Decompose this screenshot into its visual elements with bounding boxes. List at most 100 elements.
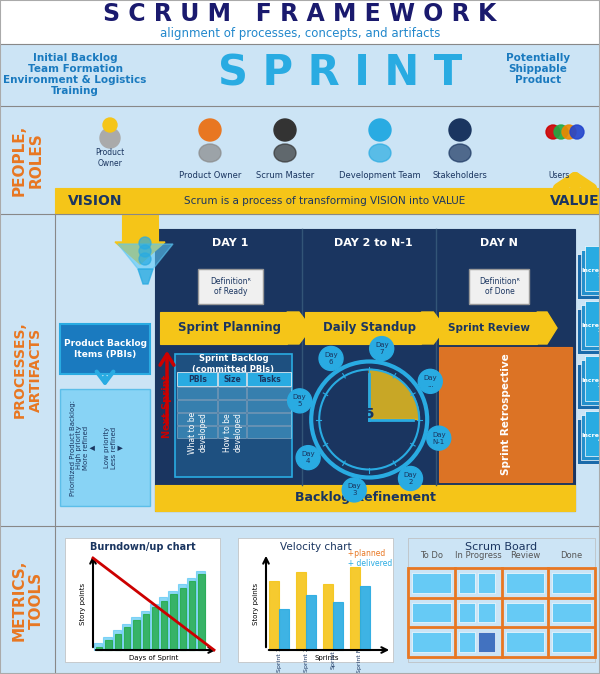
Text: Day
5: Day 5 (293, 394, 307, 407)
Text: PEOPLE,
ROLES: PEOPLE, ROLES (11, 125, 44, 195)
Bar (131, 617, 140, 650)
Bar (160, 312, 287, 344)
Bar (218, 387, 246, 399)
Text: Sprint: Sprint (331, 650, 335, 669)
Bar (218, 372, 246, 386)
Circle shape (398, 466, 422, 491)
Bar (247, 387, 290, 399)
Text: Sprint N: Sprint N (358, 647, 362, 673)
Text: Stakeholders: Stakeholders (433, 171, 487, 179)
Bar (469, 269, 529, 304)
Bar (218, 413, 246, 425)
Bar (585, 356, 600, 401)
Bar (0, 0, 600, 44)
Bar (585, 246, 600, 291)
Text: S C R U M   F R A M E W O R K: S C R U M F R A M E W O R K (103, 2, 497, 26)
Circle shape (103, 118, 117, 132)
Circle shape (418, 369, 442, 394)
Polygon shape (115, 242, 165, 264)
Bar (305, 312, 421, 344)
Bar (577, 419, 600, 464)
Bar (439, 347, 572, 482)
Text: Team Formation: Team Formation (28, 64, 122, 74)
Circle shape (274, 119, 296, 141)
Text: Day
N-1: Day N-1 (432, 431, 446, 445)
Bar (177, 387, 217, 399)
Bar (218, 426, 246, 438)
Circle shape (570, 125, 584, 139)
Bar (159, 597, 167, 650)
Bar (0, 106, 600, 214)
Bar (187, 578, 196, 650)
Text: Day
4: Day 4 (301, 451, 315, 464)
Circle shape (311, 361, 427, 477)
Text: Day
3: Day 3 (347, 483, 361, 497)
Text: Product
Owner: Product Owner (95, 148, 125, 168)
Text: PROCESSES,
ARTIFACTS: PROCESSES, ARTIFACTS (13, 321, 43, 419)
Circle shape (427, 426, 451, 450)
Bar (412, 603, 451, 622)
Bar (439, 312, 537, 344)
Bar (478, 603, 494, 622)
Text: Next Sprint: Next Sprint (162, 375, 172, 438)
Bar (143, 614, 149, 650)
Text: Increment
3: Increment 3 (582, 377, 600, 388)
Text: VISION: VISION (68, 194, 122, 208)
Text: How to be
developed: How to be developed (223, 412, 242, 452)
Text: To Do: To Do (420, 551, 443, 561)
Bar (459, 573, 475, 592)
Bar (177, 372, 217, 386)
Bar (459, 603, 475, 622)
Circle shape (554, 125, 568, 139)
Text: Sprint 1: Sprint 1 (277, 648, 282, 672)
Bar (279, 609, 289, 650)
Text: DAY 1: DAY 1 (212, 238, 249, 248)
Text: Sprint Backlog
(committed PBIs): Sprint Backlog (committed PBIs) (193, 355, 275, 373)
Text: DAY N: DAY N (481, 238, 518, 248)
Bar (152, 607, 158, 650)
Bar (552, 632, 591, 652)
Wedge shape (369, 369, 419, 419)
Text: Sprint Review: Sprint Review (448, 323, 530, 333)
Text: Definitionᴿ
of Ready: Definitionᴿ of Ready (210, 277, 251, 296)
Bar (323, 584, 333, 650)
Bar (189, 581, 196, 650)
FancyArrow shape (421, 312, 445, 344)
Bar (65, 538, 220, 662)
Circle shape (546, 125, 560, 139)
Bar (169, 591, 177, 650)
Text: S P R I N T: S P R I N T (218, 52, 462, 94)
Text: Initial Backlog: Initial Backlog (32, 53, 118, 63)
Bar (115, 634, 121, 650)
Bar (96, 647, 103, 650)
Bar (161, 601, 167, 650)
Circle shape (139, 253, 151, 265)
Text: VALUE: VALUE (550, 194, 600, 208)
Circle shape (100, 128, 120, 148)
Bar (552, 573, 591, 592)
Ellipse shape (199, 144, 221, 162)
Ellipse shape (449, 144, 471, 162)
Bar (113, 630, 121, 650)
Bar (218, 400, 246, 412)
Bar (505, 603, 544, 622)
Bar (177, 413, 217, 425)
Circle shape (199, 119, 221, 141)
Bar (505, 573, 544, 592)
Text: Scrum Master: Scrum Master (256, 171, 314, 179)
Text: Development Team: Development Team (339, 171, 421, 179)
Bar (269, 581, 279, 650)
Bar (505, 632, 544, 652)
Ellipse shape (369, 144, 391, 162)
Text: Increment
1: Increment 1 (582, 268, 600, 278)
Bar (247, 426, 290, 438)
Bar (0, 526, 600, 674)
Bar (296, 572, 306, 650)
Bar (585, 301, 600, 346)
Text: Shippable: Shippable (509, 64, 568, 74)
Bar (581, 305, 600, 350)
Text: Scrum Board: Scrum Board (466, 542, 538, 552)
Text: Scrum is a process of transforming VISION into VALUE: Scrum is a process of transforming VISIO… (184, 196, 466, 206)
Text: Story points: Story points (80, 583, 86, 625)
Text: Sprint Retrospective: Sprint Retrospective (501, 354, 511, 475)
